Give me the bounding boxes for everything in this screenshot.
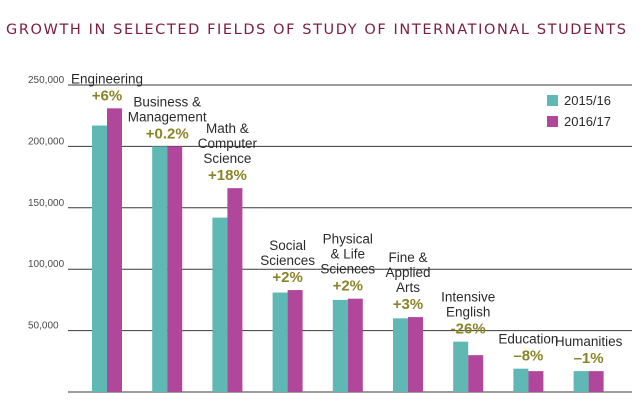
legend-label: 2015/16 <box>564 93 611 108</box>
category-label: Applied <box>385 265 430 280</box>
bar-6-2016/17 <box>468 355 484 392</box>
bar-1-2015/16 <box>152 146 168 392</box>
category-label: Fine & <box>388 250 427 265</box>
change-label: –8% <box>513 348 543 365</box>
bar-4-2016/17 <box>347 298 363 392</box>
category-label: Math & <box>206 121 249 136</box>
legend-swatch-2015/16 <box>547 95 558 106</box>
bar-8-2016/17 <box>588 371 604 392</box>
bar-0-2015/16 <box>92 125 107 393</box>
category-label: Social <box>269 238 306 253</box>
category-label: Science <box>203 151 251 166</box>
bar-2-2015/16 <box>212 217 228 392</box>
change-label: +2% <box>272 269 302 286</box>
category-label: Business & <box>133 94 201 109</box>
change-label: -26% <box>451 321 486 338</box>
y-tick-label: 50,000 <box>28 321 59 332</box>
bar-6-2015/16 <box>453 341 469 392</box>
change-label: +0.2% <box>146 125 189 142</box>
category-label: Intensive <box>441 290 495 305</box>
legend: 2015/16 2016/17 <box>547 93 611 129</box>
bar-7-2015/16 <box>513 368 529 392</box>
bar-7-2016/17 <box>528 371 544 392</box>
change-label: +6% <box>92 87 122 104</box>
bar-0-2016/17 <box>107 108 122 392</box>
category-label: English <box>446 305 490 320</box>
y-axis-ticks: 50,000 100,000 150,000 200,000 250,000 <box>28 75 65 332</box>
category-label: Education <box>498 332 558 347</box>
bar-8-2015/16 <box>573 371 589 392</box>
change-label: +3% <box>393 296 423 313</box>
category-label: Management <box>128 109 207 124</box>
bar-3-2015/16 <box>272 292 288 392</box>
y-tick-label: 100,000 <box>28 259 65 270</box>
category-label: & Life <box>331 247 366 262</box>
change-label: –1% <box>574 350 604 367</box>
change-label: +2% <box>333 278 363 295</box>
bar-3-2016/17 <box>287 290 303 392</box>
y-tick-label: 250,000 <box>28 75 65 86</box>
category-label: Arts <box>396 280 420 295</box>
bar-5-2016/17 <box>408 317 423 392</box>
category-label: Sciences <box>260 253 315 268</box>
category-labels: +6%Engineering +0.2% Business &Management +… <box>71 71 623 367</box>
bars <box>92 108 604 393</box>
category-label: Engineering <box>71 71 143 86</box>
category-label: Physical <box>323 232 373 247</box>
bar-4-2015/16 <box>332 299 348 392</box>
bar-5-2015/16 <box>393 318 408 392</box>
y-tick-label: 150,000 <box>28 198 65 209</box>
y-tick-label: 200,000 <box>28 136 65 147</box>
chart-title: GROWTH IN SELECTED FIELDS OF STUDY OF IN… <box>6 22 628 38</box>
legend-swatch-2016/17 <box>547 116 558 127</box>
category-label: Sciences <box>320 262 375 277</box>
category-label: Humanities <box>555 334 623 349</box>
legend-label: 2016/17 <box>564 114 611 129</box>
bar-1-2016/17 <box>167 146 183 392</box>
change-label: +18% <box>208 167 247 184</box>
bar-2-2016/17 <box>227 188 243 392</box>
category-label: Computer <box>198 136 258 151</box>
